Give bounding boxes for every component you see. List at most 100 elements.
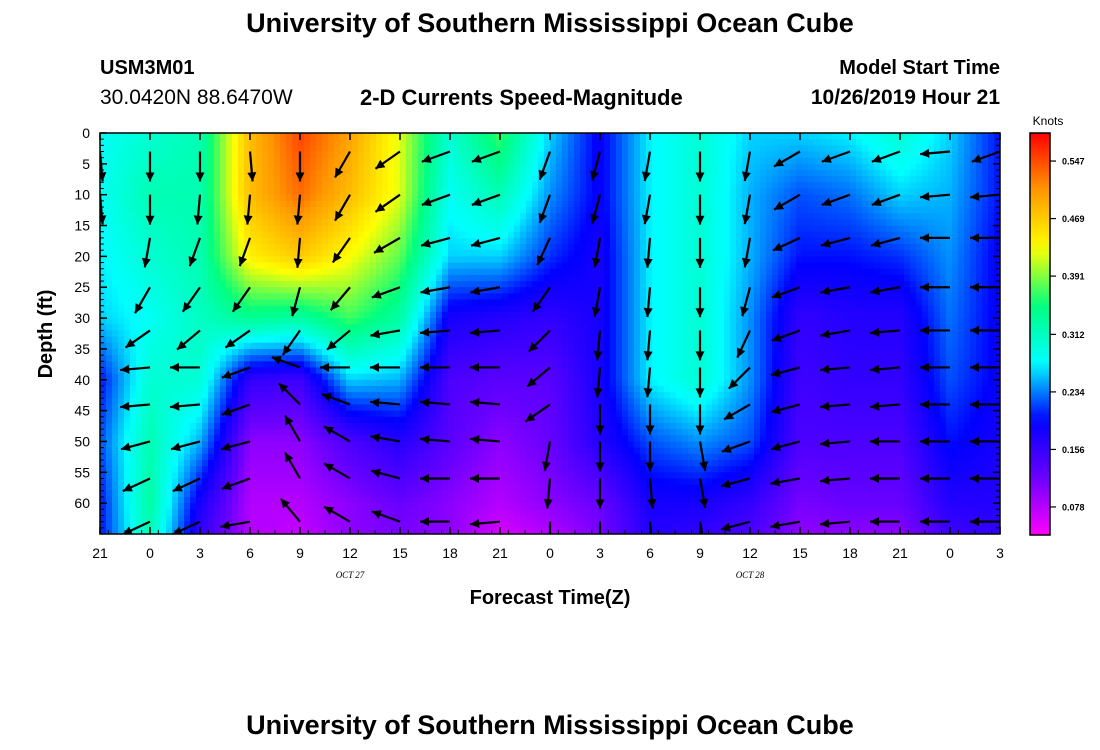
heatmap-cell xyxy=(364,385,371,393)
heatmap-cell xyxy=(190,373,197,381)
heatmap-cell xyxy=(184,170,191,177)
heatmap-cell xyxy=(442,361,449,369)
heatmap-cell xyxy=(538,478,545,486)
heatmap-cell xyxy=(232,262,239,270)
heatmap-cell xyxy=(202,188,209,196)
heatmap-cell xyxy=(400,373,407,381)
heatmap-cell xyxy=(100,496,107,504)
heatmap-cell xyxy=(208,342,215,350)
heatmap-cell xyxy=(358,404,365,412)
heatmap-cell xyxy=(484,348,491,356)
heatmap-cell xyxy=(202,527,209,534)
heatmap-cell xyxy=(142,422,149,430)
heatmap-cell xyxy=(400,157,407,165)
heatmap-cell xyxy=(334,139,341,146)
heatmap-cell xyxy=(364,490,371,498)
heatmap-cell xyxy=(136,410,143,418)
heatmap-cell xyxy=(424,336,431,344)
heatmap-cell xyxy=(238,490,245,498)
heatmap-cell xyxy=(550,318,557,325)
heatmap-cell xyxy=(400,256,407,264)
heatmap-cell xyxy=(310,422,317,430)
heatmap-cell xyxy=(394,176,401,183)
heatmap-cell xyxy=(526,318,533,325)
heatmap-cell xyxy=(388,509,395,517)
heatmap-cell xyxy=(496,225,503,233)
heatmap-cell xyxy=(406,527,413,534)
heatmap-cell xyxy=(226,367,233,375)
heatmap-cell xyxy=(544,527,551,534)
heatmap-cell xyxy=(490,416,497,424)
heatmap-cell xyxy=(292,318,299,325)
heatmap-cell xyxy=(448,176,455,183)
heatmap-cell xyxy=(532,256,539,264)
heatmap-cell xyxy=(310,478,317,486)
heatmap-cell xyxy=(472,281,479,288)
heatmap-cell xyxy=(226,250,233,257)
heatmap-cell xyxy=(136,188,143,196)
heatmap-cell xyxy=(388,281,395,288)
heatmap-cell xyxy=(412,213,419,220)
heatmap-cell xyxy=(454,194,461,202)
heatmap-cell xyxy=(508,139,515,146)
heatmap-cell xyxy=(346,336,353,344)
heatmap-cell xyxy=(280,176,287,183)
heatmap-cell xyxy=(490,392,497,399)
heatmap-cell xyxy=(394,435,401,443)
heatmap-cell xyxy=(430,176,437,183)
heatmap-cell xyxy=(316,139,323,146)
heatmap-cell xyxy=(262,385,269,393)
heatmap-cell xyxy=(478,521,485,529)
heatmap-cell xyxy=(406,515,413,523)
heatmap-cell xyxy=(328,453,335,461)
heatmap-cell xyxy=(292,441,299,449)
heatmap-cell xyxy=(508,207,515,214)
heatmap-cell xyxy=(214,385,221,393)
heatmap-cell xyxy=(130,484,137,492)
heatmap-cell xyxy=(106,527,113,534)
heatmap-cell xyxy=(244,237,251,245)
heatmap-cell xyxy=(118,244,125,251)
heatmap-cell xyxy=(484,478,491,486)
heatmap-cell xyxy=(208,385,215,393)
heatmap-cell xyxy=(502,200,509,208)
heatmap-cell xyxy=(454,151,461,159)
heatmap-cell xyxy=(394,318,401,325)
heatmap-cell xyxy=(148,250,155,257)
heatmap-cell xyxy=(436,478,443,486)
heatmap-cell xyxy=(472,213,479,220)
heatmap-cell xyxy=(496,163,503,171)
heatmap-cell xyxy=(154,250,161,257)
heatmap-cell xyxy=(400,398,407,406)
heatmap-cell xyxy=(304,441,311,449)
heatmap-cell xyxy=(160,429,167,436)
heatmap-cell xyxy=(148,274,155,282)
heatmap-cell xyxy=(442,429,449,436)
heatmap-cell xyxy=(328,422,335,430)
heatmap-cell xyxy=(106,311,113,319)
heatmap-cell xyxy=(466,459,473,467)
heatmap-cell xyxy=(454,207,461,214)
heatmap-cell xyxy=(136,293,143,301)
heatmap-cell xyxy=(160,262,167,270)
heatmap-cell xyxy=(550,422,557,430)
heatmap-cell xyxy=(202,225,209,233)
heatmap-cell xyxy=(550,435,557,443)
heatmap-cell xyxy=(532,435,539,443)
heatmap-cell xyxy=(490,410,497,418)
heatmap-cell xyxy=(304,244,311,251)
heatmap-cell xyxy=(484,379,491,387)
heatmap-cell xyxy=(214,496,221,504)
heatmap-cell xyxy=(550,509,557,517)
heatmap-cell xyxy=(280,145,287,153)
heatmap-cell xyxy=(178,225,185,233)
heatmap-cell xyxy=(226,231,233,239)
heatmap-cell xyxy=(184,311,191,319)
heatmap-cell xyxy=(286,490,293,498)
heatmap-cell xyxy=(394,348,401,356)
heatmap-cell xyxy=(286,139,293,146)
heatmap-cell xyxy=(508,398,515,406)
heatmap-cell xyxy=(550,342,557,350)
heatmap-cell xyxy=(394,367,401,375)
heatmap-cell xyxy=(448,355,455,362)
